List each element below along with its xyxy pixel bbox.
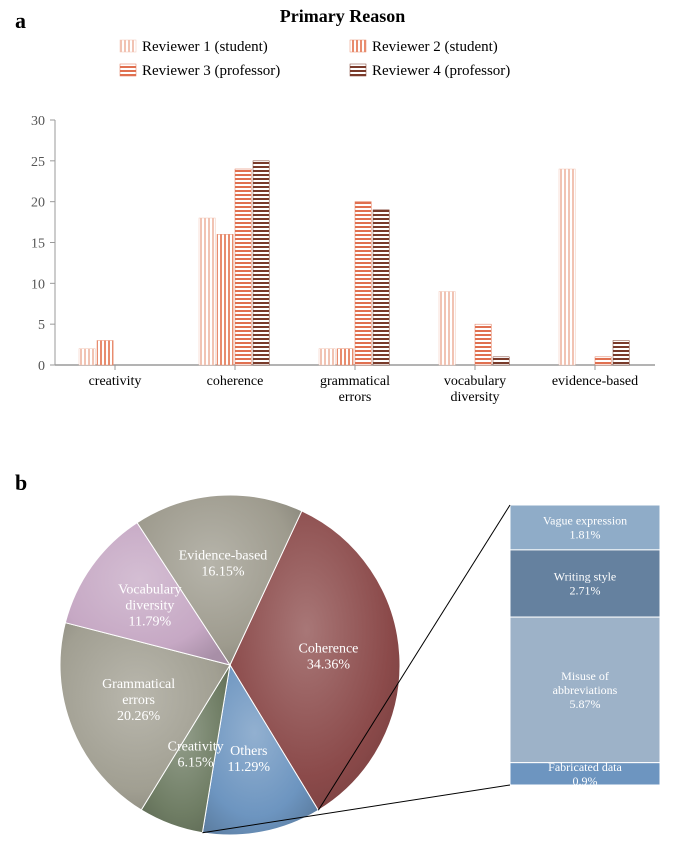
pie-chart: Coherence34.36% Others11.29%Creativity6.1… bbox=[0, 480, 685, 860]
svg-text:Reviewer 2 (student): Reviewer 2 (student) bbox=[372, 39, 498, 55]
svg-text:0: 0 bbox=[38, 359, 45, 374]
svg-text:25: 25 bbox=[31, 155, 45, 170]
svg-text:Grammatical: Grammatical bbox=[102, 677, 175, 692]
svg-text:creativity: creativity bbox=[89, 374, 142, 389]
svg-text:1.81%: 1.81% bbox=[570, 527, 601, 541]
svg-text:10: 10 bbox=[31, 277, 45, 292]
svg-text:11.79%: 11.79% bbox=[129, 615, 172, 630]
svg-text:2.71%: 2.71% bbox=[570, 583, 601, 597]
svg-text:grammatical: grammatical bbox=[320, 374, 390, 389]
svg-text:diversity: diversity bbox=[125, 599, 174, 614]
svg-text:15: 15 bbox=[31, 237, 45, 252]
svg-text:Evidence-based: Evidence-based bbox=[179, 549, 268, 564]
bar-chart: 0 5 10 15 20 25 30 creativity coherence grammatic… bbox=[0, 30, 685, 430]
svg-text:Misuse of: Misuse of bbox=[561, 669, 609, 683]
panel-a-title: Primary Reason bbox=[0, 6, 685, 27]
svg-text:evidence-based: evidence-based bbox=[552, 374, 638, 389]
svg-text:16.15%: 16.15% bbox=[201, 565, 245, 580]
svg-text:Others: Others bbox=[230, 744, 267, 759]
svg-text:errors: errors bbox=[339, 390, 372, 405]
svg-text:abbreviations: abbreviations bbox=[553, 683, 618, 697]
svg-text:Coherence: Coherence bbox=[299, 642, 359, 657]
svg-text:Vague expression: Vague expression bbox=[543, 513, 627, 527]
svg-text:coherence: coherence bbox=[207, 374, 264, 389]
svg-text:Fabricated data: Fabricated data bbox=[548, 760, 622, 774]
svg-text:diversity: diversity bbox=[451, 390, 500, 405]
svg-text:30: 30 bbox=[31, 114, 45, 129]
svg-text:5: 5 bbox=[38, 318, 45, 333]
svg-text:errors: errors bbox=[122, 693, 155, 708]
svg-text:20.26%: 20.26% bbox=[117, 709, 161, 724]
svg-text:6.15%: 6.15% bbox=[178, 755, 215, 770]
svg-text:Vocabulary: Vocabulary bbox=[118, 583, 182, 598]
svg-text:0.9%: 0.9% bbox=[573, 774, 598, 788]
svg-text:Reviewer 1 (student): Reviewer 1 (student) bbox=[142, 39, 268, 55]
svg-text:5.87%: 5.87% bbox=[570, 697, 601, 711]
svg-text:20: 20 bbox=[31, 196, 45, 211]
svg-text:34.36%: 34.36% bbox=[307, 658, 351, 673]
svg-text:Reviewer 4 (professor): Reviewer 4 (professor) bbox=[372, 63, 510, 79]
svg-text:11.29%: 11.29% bbox=[227, 760, 270, 775]
svg-text:Reviewer 3 (professor): Reviewer 3 (professor) bbox=[142, 63, 280, 79]
svg-text:Writing style: Writing style bbox=[554, 569, 617, 583]
svg-text:vocabulary: vocabulary bbox=[444, 374, 506, 389]
svg-text:Creativity: Creativity bbox=[168, 739, 224, 754]
